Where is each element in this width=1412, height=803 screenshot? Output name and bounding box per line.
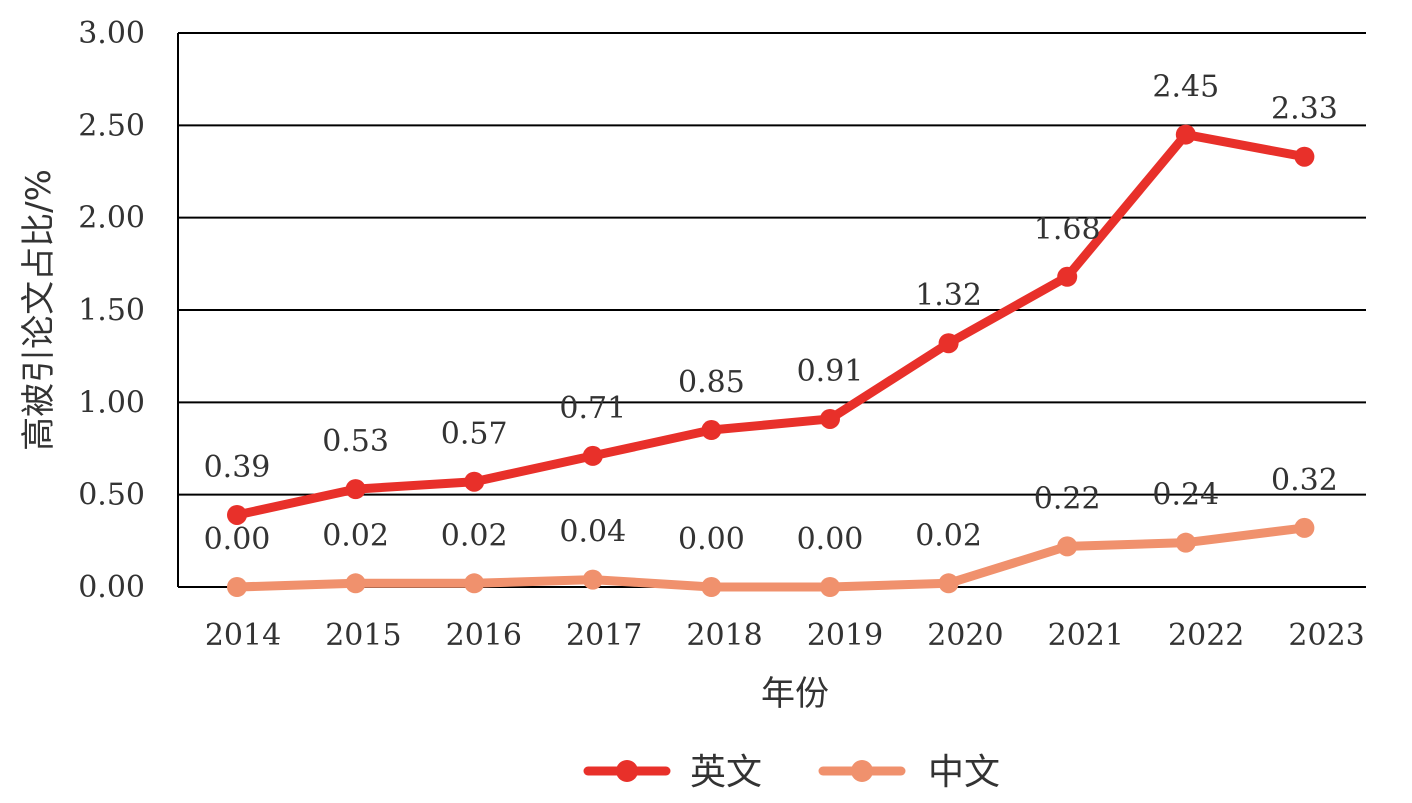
data-point <box>820 408 840 429</box>
data-label: 0.00 <box>678 522 745 557</box>
y-tick-label: 0.50 <box>78 478 145 513</box>
data-label: 0.24 <box>1152 478 1219 513</box>
legend-swatch-marker <box>851 760 873 782</box>
data-label: 0.02 <box>915 518 982 553</box>
data-label: 1.68 <box>1034 212 1101 247</box>
data-point <box>938 333 959 354</box>
data-label: 0.85 <box>678 365 745 400</box>
data-label: 0.22 <box>1034 481 1101 516</box>
y-tick-label: 1.50 <box>78 293 145 328</box>
data-point <box>1057 536 1078 557</box>
data-point <box>464 471 485 492</box>
x-axis-title: 年份 <box>761 674 829 714</box>
data-point <box>1175 532 1196 553</box>
y-tick-label: 1.00 <box>78 385 145 420</box>
y-tick-label: 2.00 <box>78 201 145 236</box>
data-label: 0.02 <box>441 518 508 553</box>
y-tick-label: 3.00 <box>78 16 145 51</box>
data-point <box>1294 146 1315 167</box>
data-label: 0.71 <box>559 391 626 426</box>
x-tick-label: 2021 <box>1048 618 1124 653</box>
x-tick-label: 2023 <box>1288 618 1364 653</box>
data-label: 0.39 <box>204 450 271 485</box>
x-tick-labels: 2014 2015 2016 2017 2018 2019 2020 2021 2022 2023 <box>205 618 1365 653</box>
x-tick-label: 2017 <box>566 618 642 653</box>
data-label: 0.57 <box>441 417 508 452</box>
y-tick-labels: 0.00 0.50 1.00 1.50 2.00 2.50 3.00 <box>78 16 145 605</box>
data-point <box>345 479 366 500</box>
data-point <box>227 504 247 525</box>
x-tick-label: 2020 <box>927 618 1003 653</box>
data-label: 2.33 <box>1271 92 1338 127</box>
data-point <box>227 577 247 597</box>
legend: 英文 中文 <box>583 752 1000 793</box>
data-label: 0.53 <box>322 424 389 459</box>
data-label: 0.00 <box>797 522 864 557</box>
series <box>227 124 1315 597</box>
legend-swatch-marker <box>616 760 638 782</box>
x-tick-label: 2019 <box>807 618 883 653</box>
data-label: 2.45 <box>1152 70 1219 105</box>
data-label: 0.91 <box>797 354 864 389</box>
y-axis-title: 高被引论文占比/% <box>19 169 59 451</box>
data-point <box>701 577 722 597</box>
x-tick-label: 2014 <box>205 618 281 653</box>
data-point <box>1175 124 1196 145</box>
data-labels: 0.39 0.53 0.57 0.71 0.85 0.91 1.32 1.68 2.45 2.33… <box>204 70 1338 557</box>
data-point <box>345 573 366 594</box>
data-label: 0.02 <box>322 518 389 553</box>
y-tick-label: 2.50 <box>78 108 145 143</box>
y-tick-label: 0.00 <box>78 570 145 605</box>
x-tick-label: 2022 <box>1168 618 1244 653</box>
legend-label: 中文 <box>928 752 1000 793</box>
data-label: 0.32 <box>1271 463 1338 498</box>
legend-label: 英文 <box>690 752 762 793</box>
x-tick-label: 2015 <box>325 618 401 653</box>
data-label: 0.00 <box>204 522 271 557</box>
data-point <box>701 420 722 441</box>
data-point <box>820 577 840 597</box>
data-point <box>464 573 485 594</box>
data-point <box>582 445 603 466</box>
data-label: 0.04 <box>559 515 626 550</box>
data-point <box>582 569 603 590</box>
x-tick-label: 2018 <box>686 618 762 653</box>
data-point <box>1294 517 1315 538</box>
grid-lines <box>178 32 1366 588</box>
data-point <box>938 573 959 594</box>
series-line <box>232 130 1309 520</box>
x-tick-label: 2016 <box>446 618 522 653</box>
series-line <box>232 523 1309 592</box>
data-point <box>1057 266 1078 287</box>
data-label: 1.32 <box>915 278 982 313</box>
